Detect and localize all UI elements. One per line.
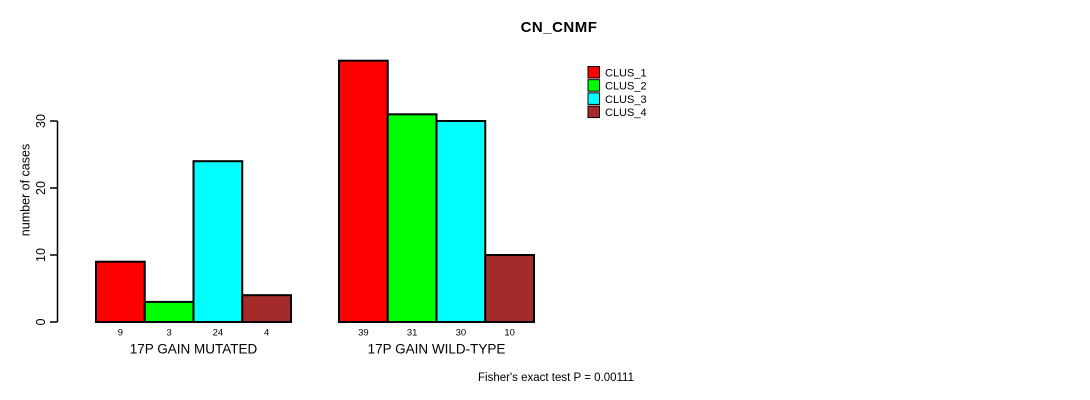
bar-clus_3-group1 (192, 160, 244, 323)
category-label: 17P GAIN WILD-TYPE (368, 342, 506, 357)
bar-clus_2-group2 (386, 113, 438, 323)
legend-swatch-clus_3 (587, 92, 600, 105)
bar-clus_1-group2 (338, 59, 389, 323)
y-axis-title: number of cases (19, 144, 33, 236)
legend-label-clus_2: CLUS_2 (605, 81, 647, 93)
category-label: 17P GAIN MUTATED (130, 342, 258, 357)
legend-label-clus_3: CLUS_3 (605, 94, 647, 106)
bar-value-label: 24 (213, 328, 224, 339)
y-tick-label: 10 (34, 248, 48, 262)
y-tick-label: 0 (34, 318, 48, 325)
bar-value-label: 30 (456, 328, 467, 339)
bar-value-label: 31 (407, 328, 418, 339)
bar-clus_3-group2 (435, 120, 487, 323)
stat-annotation: Fisher's exact test P = 0.00111 (478, 372, 634, 384)
legend-swatch-clus_4 (587, 105, 600, 119)
legend-label-clus_1: CLUS_1 (605, 68, 647, 80)
bar-clus_4-group1 (241, 294, 292, 324)
bar-value-label: 3 (166, 328, 171, 339)
bar-value-label: 9 (118, 328, 123, 339)
bar-clus_4-group2 (484, 254, 535, 323)
bar-clus_1-group1 (95, 260, 146, 324)
bar-value-label: 4 (264, 328, 269, 339)
legend-swatch-clus_2 (587, 79, 600, 92)
bar-clus_2-group1 (143, 300, 195, 323)
legend-swatch-clus_1 (587, 66, 600, 79)
bar-value-label: 10 (504, 328, 515, 339)
y-tick-label: 20 (34, 181, 48, 195)
bar-value-label: 39 (358, 328, 369, 339)
chart-title: CN_CNMF (520, 19, 598, 36)
y-tick-label: 30 (34, 114, 48, 128)
legend-label-clus_4: CLUS_4 (605, 107, 647, 119)
